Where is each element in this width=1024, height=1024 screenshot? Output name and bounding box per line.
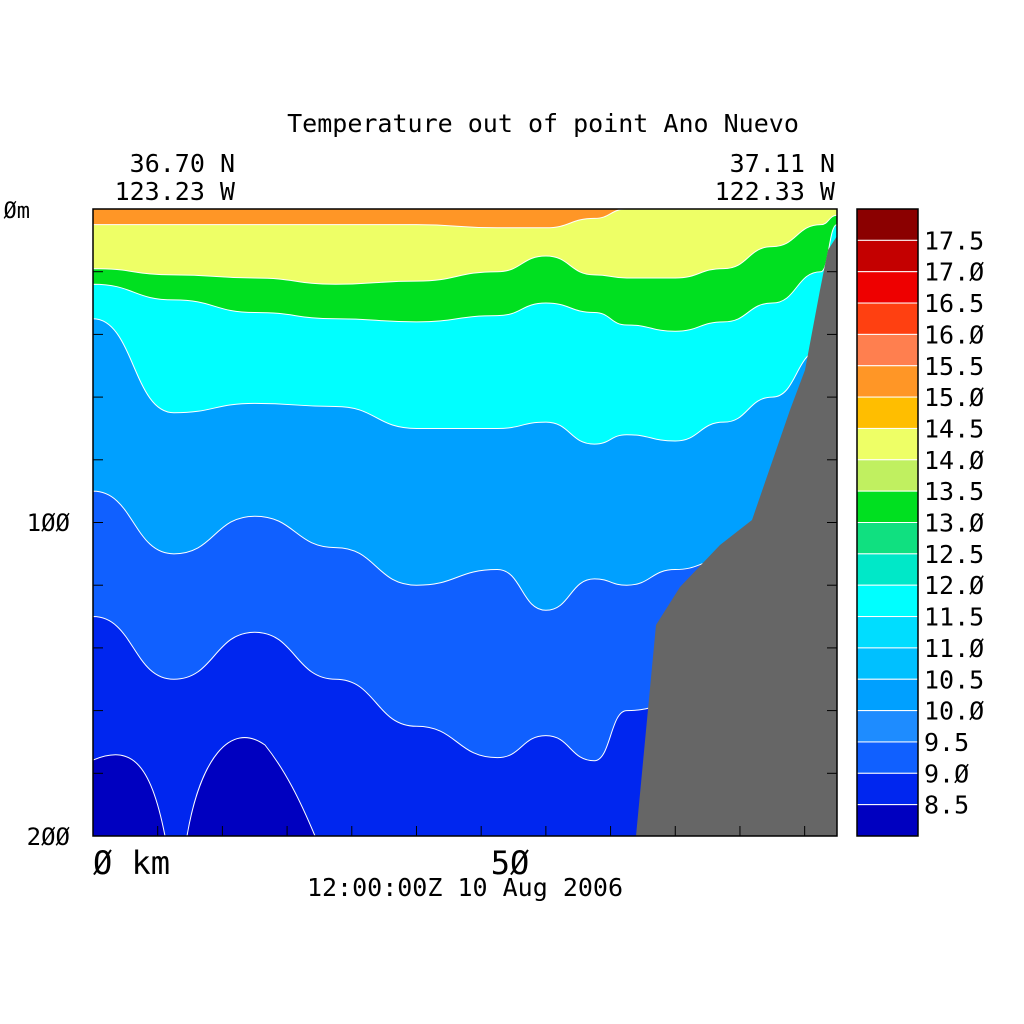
colorbar-frame — [856, 208, 919, 837]
colorbar-swatch — [856, 333, 919, 367]
colorbar-level-label: 10.Ø — [924, 697, 984, 726]
colorbar-swatch — [856, 271, 919, 304]
colorbar-level-label: 9.5 — [924, 728, 969, 757]
colorbar-level-label: 11.Ø — [924, 634, 984, 663]
axis-ticks — [93, 271, 837, 836]
x-tick-label-0: Ø km — [93, 844, 170, 882]
colorbar-level-label: 8.5 — [924, 791, 969, 820]
colorbar-level-label: 13.5 — [924, 477, 984, 506]
colorbar — [856, 208, 919, 837]
end-longitude: 122.33 W — [715, 177, 836, 206]
colorbar-level-label: 15.5 — [924, 352, 984, 381]
y-tick-label-0: Øm — [4, 199, 31, 224]
colorbar-swatch — [856, 239, 919, 273]
colorbar-swatch — [856, 647, 919, 680]
colorbar-level-label: 11.5 — [924, 603, 984, 632]
timestamp: 12:00:00Z 10 Aug 2006 — [307, 873, 623, 902]
start-latitude: 36.70 N — [130, 149, 235, 178]
colorbar-swatch — [856, 365, 919, 398]
colorbar-swatch — [856, 427, 919, 461]
colorbar-level-label: 10.5 — [924, 665, 984, 694]
colorbar-swatch — [856, 772, 919, 806]
colorbar-swatch — [856, 553, 919, 586]
y-tick-label-200: 2ØØ — [27, 823, 71, 851]
colorbar-swatch — [856, 396, 919, 429]
colorbar-swatch — [856, 208, 919, 241]
colorbar-swatch — [856, 804, 919, 837]
colorbar-level-label: 16.5 — [924, 289, 984, 318]
colorbar-swatch — [856, 459, 919, 492]
colorbar-level-label: 14.5 — [924, 414, 984, 443]
colorbar-swatch — [856, 584, 919, 618]
colorbar-swatch — [856, 678, 919, 712]
colorbar-level-label: 14.Ø — [924, 446, 984, 475]
colorbar-level-label: 12.5 — [924, 540, 984, 569]
colorbar-swatch — [856, 616, 919, 649]
colorbar-swatch — [856, 302, 919, 335]
colorbar-level-label: 17.Ø — [924, 258, 984, 287]
y-tick-label-100: 1ØØ — [27, 509, 71, 537]
colorbar-level-label: 12.Ø — [924, 571, 984, 600]
colorbar-level-label: 16.Ø — [924, 320, 984, 349]
end-latitude: 37.11 N — [730, 149, 835, 178]
colorbar-level-label: 15.Ø — [924, 383, 984, 412]
x-tick-label-50: 5Ø — [491, 844, 530, 882]
colorbar-swatch — [856, 490, 919, 523]
colorbar-swatch — [856, 522, 919, 555]
colorbar-labels: 17.5 17.Ø16.516.Ø 15.515.Ø14.5 14.Ø13.5 13.Ø… — [924, 226, 984, 819]
start-longitude: 123.23 W — [115, 177, 236, 206]
band-cold-core-left — [93, 754, 166, 836]
seafloor-bathymetry — [636, 236, 837, 836]
band-cold-core-center — [186, 737, 316, 836]
colorbar-level-label: 13.Ø — [924, 509, 984, 538]
colorbar-swatch — [856, 741, 919, 774]
colorbar-level-label: 9.Ø — [924, 759, 969, 788]
colorbar-level-label: 17.5 — [924, 226, 984, 255]
chart-title: Temperature out of point Ano Nuevo — [287, 109, 799, 138]
colorbar-swatch — [856, 710, 919, 743]
